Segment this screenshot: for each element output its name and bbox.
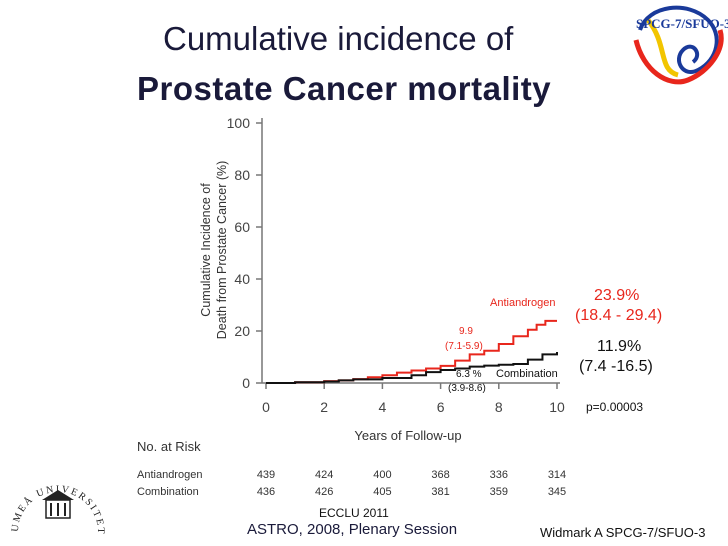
risk-table-cell: 345 [548,486,566,498]
y-tick-label: 20 [234,323,250,339]
combination-mid-value: 6.3 % [456,369,482,380]
slide-title-line2: Prostate Cancer mortality [137,70,552,107]
antiandrogen-mid-ci: (7.1-5.9) [445,341,483,352]
antiandrogen-final-value: 23.9% [594,287,640,304]
y-ticks: 0 20 40 60 80 100 [227,115,262,391]
risk-table-cell: 439 [257,469,275,481]
y-tick-label: 80 [234,167,250,183]
risk-table-cell: 359 [490,486,508,498]
x-ticks: 0 2 4 6 8 10 [262,383,565,415]
risk-table-cell: 400 [373,469,391,481]
spcg-logo: SPCG-7/SFUO-3 [633,5,728,85]
y-tick-label: 100 [227,115,251,131]
risk-table-cell: 436 [257,486,275,498]
slide-title-line1: Cumulative incidence of [163,20,514,57]
risk-table-values: 439 424 400 368 336 314 436 426 405 381 359 345 [257,469,566,498]
series-line-combination [266,352,558,384]
x-tick-label: 8 [495,399,503,415]
series-label-combination: Combination [496,368,558,380]
y-tick-label: 40 [234,271,250,287]
antiandrogen-final-ci: (18.4 - 29.4) [575,307,663,324]
risk-row-label-combination: Combination [137,486,199,498]
risk-table-cell: 405 [373,486,391,498]
risk-table-cell: 381 [431,486,449,498]
risk-table-cell: 336 [490,469,508,481]
logo-text: SPCG-7/SFUO-3 [636,16,728,31]
x-tick-label: 6 [437,399,445,415]
risk-table-header: No. at Risk [137,439,201,454]
footer-author: Widmark A SPCG-7/SFUO-3 [540,525,706,540]
x-tick-label: 0 [262,399,270,415]
x-axis-label: Years of Follow-up [354,428,461,443]
series-label-antiandrogen: Antiandrogen [490,297,555,309]
x-tick-label: 2 [320,399,328,415]
risk-table-cell: 426 [315,486,333,498]
y-axis-label-line1: Cumulative Incidence of [199,183,213,317]
risk-table-cell: 314 [548,469,566,481]
y-axis-label-line2: Death from Prostate Cancer (%) [215,161,229,340]
x-tick-label: 4 [379,399,387,415]
x-tick-label: 10 [549,399,565,415]
antiandrogen-mid-value: 9.9 [459,326,473,337]
y-tick-label: 60 [234,219,250,235]
risk-table-cell: 368 [431,469,449,481]
combination-final-value: 11.9% [597,338,642,355]
combination-mid-ci: (3.9-8.6) [448,383,486,394]
p-value: p=0.00003 [586,400,644,414]
footer-session: ASTRO, 2008, Plenary Session [247,521,458,538]
risk-table-cell: 424 [315,469,333,481]
conference-label: ECCLU 2011 [319,506,389,520]
y-tick-label: 0 [242,375,250,391]
umea-university-seal: UMEÅ UNIVERSITET [10,484,104,536]
risk-row-label-antiandrogen: Antiandrogen [137,469,202,481]
combination-final-ci: (7.4 -16.5) [579,358,653,375]
